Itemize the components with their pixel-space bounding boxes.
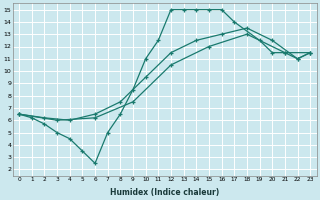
X-axis label: Humidex (Indice chaleur): Humidex (Indice chaleur) (110, 188, 219, 197)
